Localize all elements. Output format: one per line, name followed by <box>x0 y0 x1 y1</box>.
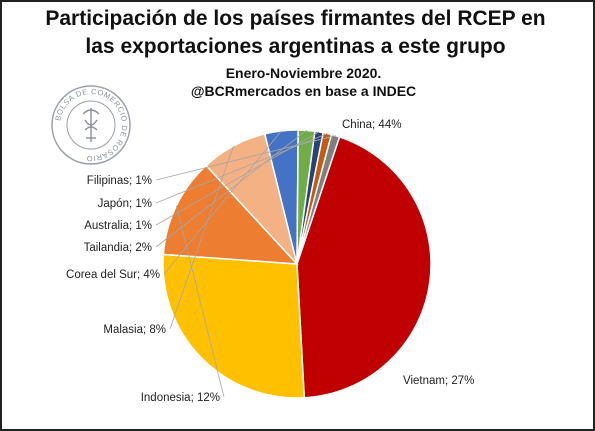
pie-slices <box>162 129 432 399</box>
leader-line-corea-del-sur <box>163 130 282 275</box>
slice-label-vietnam: Vietnam; 27% <box>403 375 474 387</box>
slice-labels: China; 44% Vietnam; 27% Indonesia; 12% Mala… <box>66 119 474 404</box>
pie-slice-vietnam <box>162 253 306 399</box>
leader-line-australia <box>155 131 320 226</box>
leader-line-tailandia <box>155 129 307 248</box>
chart-title-line1: Participación de los países firmantes de… <box>45 7 546 30</box>
label-leader-lines <box>155 129 336 398</box>
bcr-seal-logo: BOLSA DE COMERCIO DE ROSARIO <box>51 85 131 165</box>
pie-slice-filipinas <box>296 133 341 265</box>
slice-label-japón: Japón; 1% <box>98 198 152 210</box>
chart-subtitle-source: @BCRmercados en base a INDEC <box>190 83 417 99</box>
pie-slice-china <box>296 135 432 399</box>
chart-title-line2: las exportaciones argentinas a este grup… <box>85 35 506 58</box>
chart-subtitle-period: Enero-Noviembre 2020. <box>225 65 382 81</box>
slice-label-corea-del-sur: Corea del Sur; 4% <box>66 269 160 281</box>
slice-label-malasia: Malasia; 8% <box>103 324 166 336</box>
leader-line-malasia <box>169 145 234 330</box>
slice-label-indonesia: Indonesia; 12% <box>141 392 220 404</box>
slice-label-tailandia: Tailandia; 2% <box>84 242 152 254</box>
leader-line-filipinas <box>155 135 336 181</box>
slice-label-filipinas: Filipinas; 1% <box>87 175 152 187</box>
slice-label-australia: Australia; 1% <box>84 220 152 232</box>
leader-line-indonesia <box>175 205 225 398</box>
slice-label-china: China; 44% <box>342 119 401 131</box>
